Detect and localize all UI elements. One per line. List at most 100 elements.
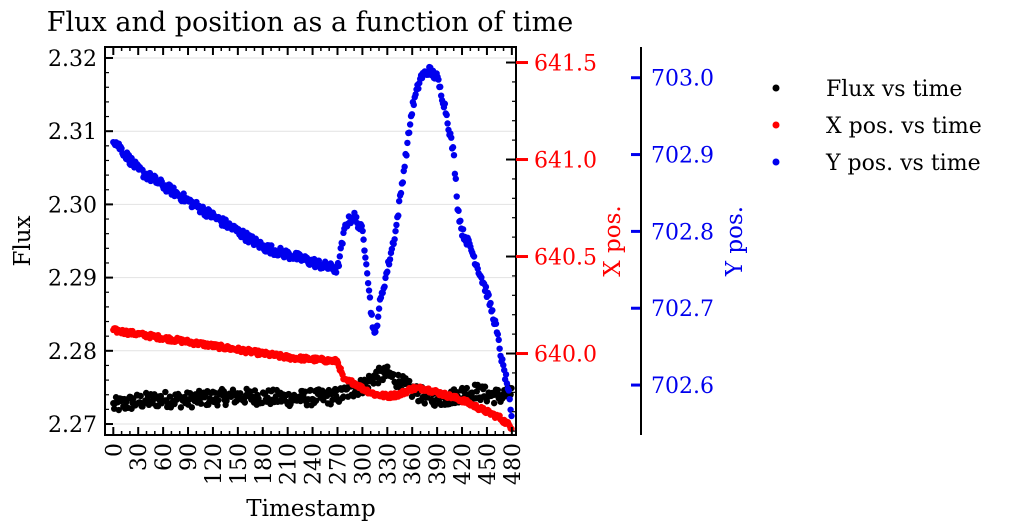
data-point	[441, 100, 449, 107]
data-point	[408, 111, 416, 118]
x-tick-label: 360	[401, 443, 426, 485]
data-point	[364, 270, 371, 277]
data-point	[397, 189, 405, 197]
data-point	[421, 400, 428, 407]
data-point	[412, 91, 419, 98]
data-point	[188, 404, 196, 411]
x-tick-label: 330	[376, 443, 401, 485]
y3-tick-label: 702.7	[651, 297, 714, 322]
x-tick-label: 240	[302, 443, 327, 485]
data-point	[435, 76, 442, 83]
x-tick-label: 180	[252, 443, 277, 485]
data-point	[495, 336, 502, 344]
data-point	[485, 291, 492, 299]
data-point	[452, 175, 460, 182]
y3-axis-label: Y pos.	[722, 206, 748, 277]
x-tick-label: 210	[277, 443, 302, 485]
data-point	[406, 121, 414, 128]
data-point	[374, 322, 381, 329]
data-point	[399, 179, 407, 186]
x-tick-label: 60	[152, 443, 177, 471]
data-point	[451, 170, 459, 178]
y-tick-label: 2.31	[48, 120, 97, 145]
data-point	[386, 256, 394, 263]
data-point	[336, 253, 344, 260]
data-point	[241, 399, 249, 406]
data-point	[364, 279, 372, 287]
data-point	[365, 287, 373, 294]
y-axis-ypos: 702.6 702.7 702.8 702.9 703.0	[631, 67, 714, 399]
data-point	[381, 283, 388, 290]
y3-tick-label: 702.8	[651, 220, 714, 245]
data-point	[115, 406, 122, 414]
data-point	[449, 144, 457, 151]
data-point	[360, 236, 367, 243]
series-0	[110, 363, 515, 414]
data-point	[490, 399, 498, 407]
y-axis-xpos: 640.0 640.5 641.0 641.5	[506, 52, 597, 432]
data-point	[502, 371, 510, 378]
x-tick-label: 90	[177, 443, 202, 471]
data-point	[362, 254, 369, 261]
data-point	[363, 261, 370, 268]
chart-title: Flux and position as a function of time	[47, 7, 573, 38]
data-point	[453, 193, 460, 200]
legend-marker-ypos	[772, 158, 780, 166]
series-1	[110, 325, 515, 432]
x-tick-label: 450	[476, 443, 501, 485]
y-axis-flux: 2.27 2.28 2.29 2.30 2.31 2.32	[48, 47, 113, 438]
y2-tick-label: 640.5	[534, 246, 597, 271]
data-point	[415, 85, 422, 92]
x-tick-label: 480	[501, 443, 526, 485]
data-point	[506, 395, 513, 403]
data-point	[494, 386, 502, 394]
x-tick-label: 0	[102, 443, 127, 457]
data-point	[118, 145, 125, 152]
data-point	[358, 222, 365, 230]
y-tick-label: 2.30	[48, 193, 97, 218]
legend-label-xpos: X pos. vs time	[826, 114, 982, 139]
data-point	[162, 388, 169, 396]
data-point	[303, 401, 311, 409]
data-point	[482, 283, 490, 291]
data-point	[166, 393, 174, 400]
plot-frame	[104, 46, 517, 436]
series-layer	[110, 63, 515, 432]
data-point	[353, 213, 360, 221]
data-point	[214, 402, 221, 409]
y2-tick-label: 640.0	[534, 343, 597, 368]
data-point	[340, 393, 347, 400]
data-point	[463, 384, 470, 392]
data-point	[359, 227, 366, 235]
data-point	[215, 397, 222, 404]
data-point	[406, 129, 413, 136]
data-point	[372, 328, 379, 336]
data-point	[366, 294, 374, 301]
x-tick-label: 390	[426, 443, 451, 485]
data-point	[388, 245, 396, 253]
data-point	[374, 313, 382, 320]
data-point	[478, 274, 485, 281]
data-point	[152, 173, 159, 181]
x-tick-label: 30	[127, 443, 152, 471]
x-tick-label: 300	[351, 443, 376, 485]
data-point	[177, 404, 185, 411]
data-point	[437, 83, 444, 91]
data-point	[220, 388, 228, 395]
data-point	[382, 274, 389, 282]
data-point	[494, 331, 502, 338]
legend-marker-xpos	[772, 121, 780, 129]
data-point	[391, 236, 398, 243]
data-point	[406, 377, 413, 385]
data-point	[312, 397, 320, 404]
data-point	[489, 307, 496, 314]
data-point	[403, 152, 410, 159]
data-point	[481, 383, 489, 390]
data-point	[503, 380, 511, 387]
data-point	[455, 207, 462, 214]
data-point	[361, 247, 368, 254]
y3-tick-label: 703.0	[651, 67, 714, 92]
data-point	[457, 217, 464, 224]
data-point	[375, 305, 383, 312]
